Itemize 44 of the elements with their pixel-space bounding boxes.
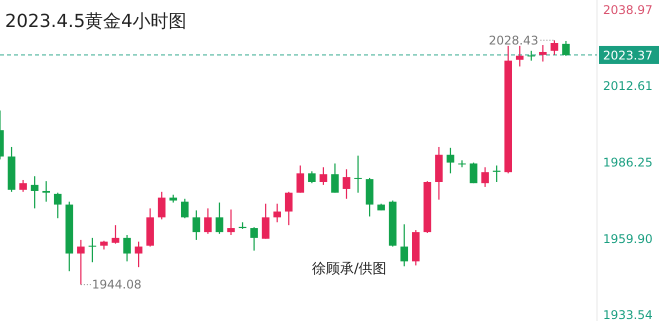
- candlestick: [216, 202, 224, 234]
- ref-line-label: 2023.37: [603, 48, 653, 62]
- candlestick: [481, 166, 489, 188]
- candlestick: [516, 45, 524, 68]
- y-tick-label: 1933.54: [603, 308, 653, 321]
- candlestick: [446, 147, 454, 174]
- candlestick: [492, 164, 500, 183]
- y-tick-label: 2012.61: [603, 79, 653, 94]
- candlestick: [88, 237, 96, 263]
- candlestick: [134, 241, 142, 268]
- text: 2023.4.5黄金4小时图: [5, 11, 187, 32]
- candlestick: [227, 208, 235, 236]
- candlestick: [54, 192, 62, 219]
- candlestick: [400, 224, 408, 267]
- y-tick-label: 2038.97: [603, 2, 653, 17]
- candlestick: [539, 44, 547, 62]
- candlestick: [77, 239, 85, 286]
- candlestick: [284, 191, 293, 226]
- candlestick: [562, 40, 570, 57]
- candlestick: [273, 203, 281, 223]
- candlestick: [342, 168, 350, 200]
- candlestick: [320, 166, 328, 186]
- candlestick: [354, 155, 362, 194]
- annotation: 1944.08: [92, 278, 142, 292]
- candlestick: [296, 164, 304, 194]
- candlestick: [470, 162, 478, 184]
- candlestick: [30, 176, 38, 209]
- annotation: 2028.43: [488, 33, 538, 48]
- candlestick: [528, 50, 536, 62]
- candlestick: [158, 191, 166, 220]
- candlestick: [112, 224, 120, 244]
- y-tick-label: 1986.25: [603, 155, 653, 170]
- candlestick: [331, 162, 339, 194]
- candlestick: [262, 203, 270, 240]
- annotation: 徐顾承/供图: [312, 261, 387, 277]
- candlestick: [19, 179, 27, 192]
- candlestick: [192, 210, 200, 241]
- candlestick: [181, 198, 189, 219]
- candlestick: [308, 170, 316, 184]
- candlestick: [550, 40, 558, 56]
- candlestick: [250, 226, 258, 252]
- y-tick-label: 1959.90: [603, 232, 653, 246]
- candlestick: [123, 234, 131, 262]
- candlestick: [204, 208, 212, 234]
